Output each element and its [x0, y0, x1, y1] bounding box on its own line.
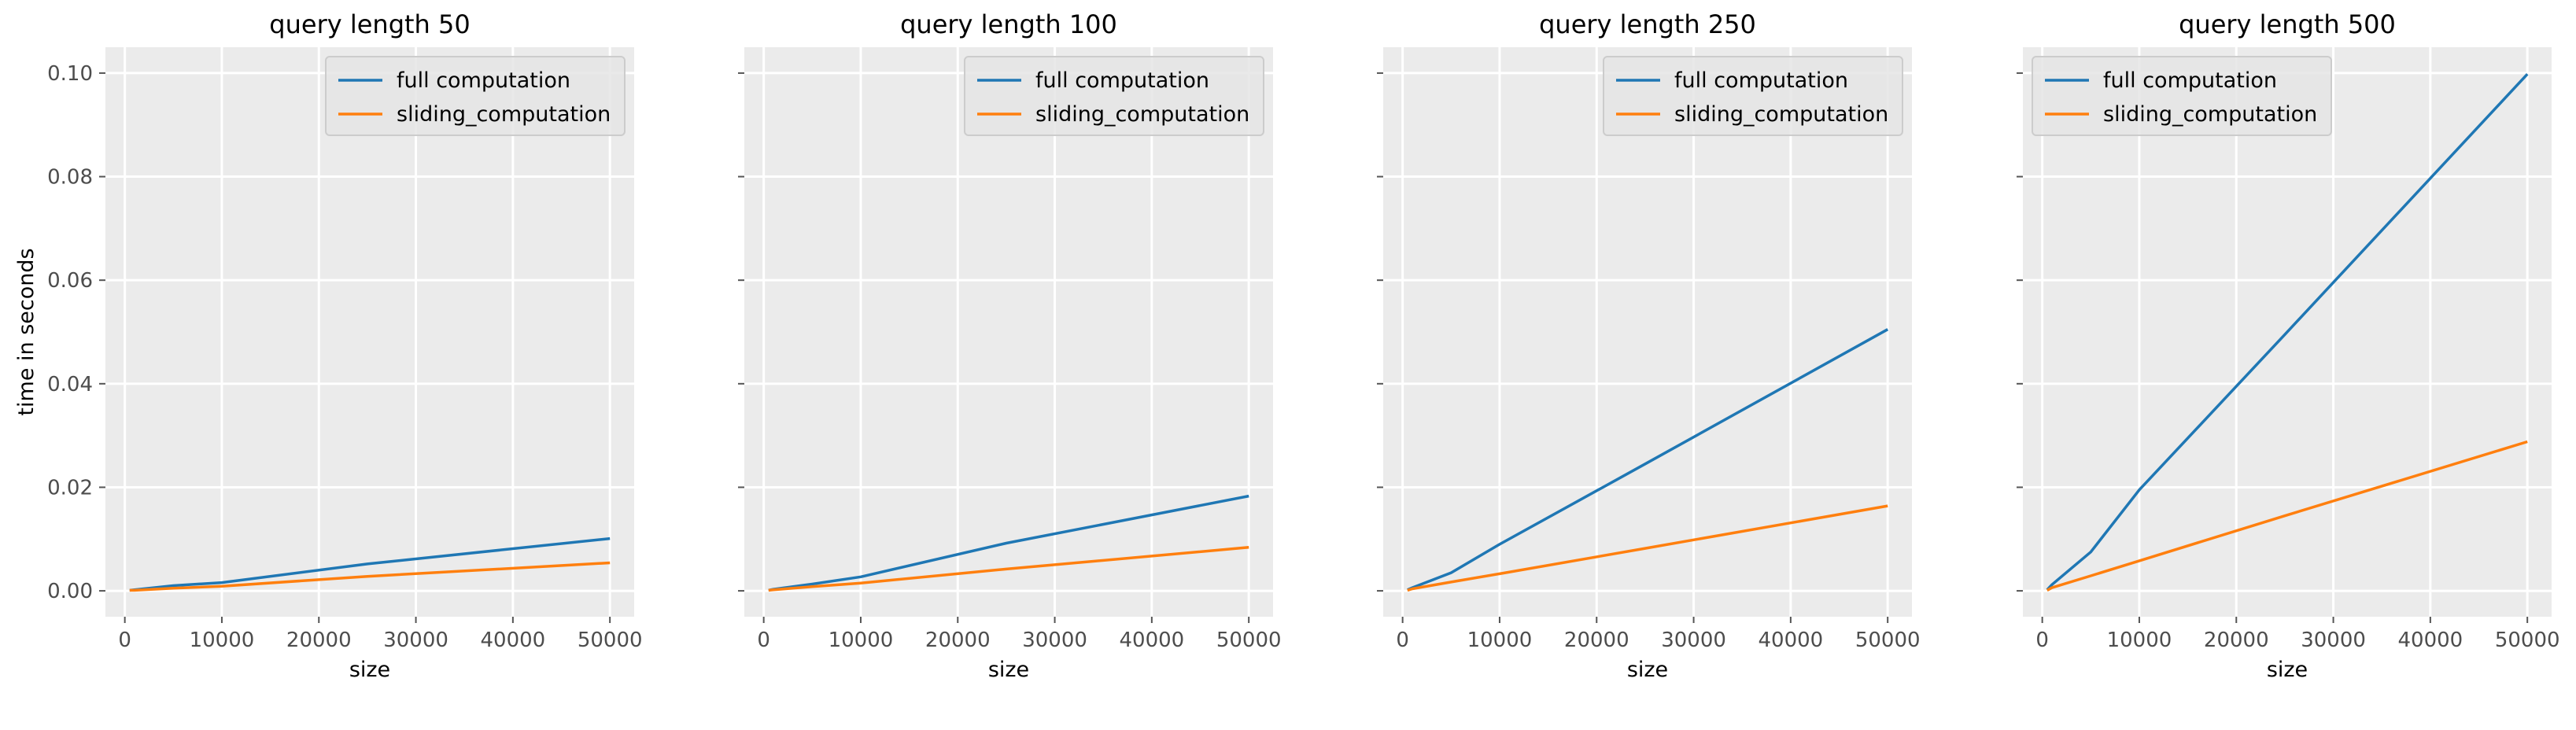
- legend-entry: sliding_computation: [1674, 102, 1888, 127]
- y-axis-label: time in seconds: [14, 248, 39, 415]
- x-axis-label: size: [2267, 658, 2308, 682]
- x-axis-label: size: [1627, 658, 1668, 682]
- plot-area: [105, 47, 634, 617]
- legend-entry: sliding_computation: [397, 102, 611, 127]
- chart-title: query length 500: [2179, 9, 2396, 39]
- legend-entry: full computation: [1035, 68, 1209, 93]
- legend-box: [2032, 56, 2332, 136]
- chart-title: query length 250: [1539, 9, 1756, 39]
- x-tick-label: 20000: [925, 629, 991, 652]
- y-tick-label: 0.10: [47, 62, 93, 86]
- legend-entry: full computation: [397, 68, 570, 93]
- chart-panel-4: 0 10000 20000 30000 40000 50000 query length 5…: [2017, 9, 2560, 682]
- x-tick-label: 20000: [286, 629, 352, 652]
- x-tick-label: 50000: [1855, 629, 1921, 652]
- x-tick-label: 20000: [1564, 629, 1629, 652]
- series-line-sliding-computation: [129, 561, 611, 592]
- x-tick-label: 0: [118, 629, 131, 652]
- legend: full computation sliding_computation: [325, 56, 626, 136]
- legend: full computation sliding_computation: [1603, 56, 1903, 136]
- x-tick-label: 10000: [829, 629, 894, 652]
- x-tick-label: 40000: [2398, 629, 2463, 652]
- plot-area: [744, 47, 1273, 617]
- x-axis-label: size: [988, 658, 1029, 682]
- x-tick-label: 50000: [2495, 629, 2560, 652]
- x-tick-label: 0: [2035, 629, 2049, 652]
- legend-entry: sliding_computation: [1035, 102, 1249, 127]
- legend: full computation sliding_computation: [2032, 56, 2332, 136]
- x-tick-label: 50000: [1216, 629, 1282, 652]
- y-tick-label: 0.06: [47, 269, 93, 293]
- y-tick-label: 0.04: [47, 373, 93, 396]
- legend-entry: full computation: [1674, 68, 1848, 93]
- chart-panel-1: 0 10000 20000 30000 40000 50000 0.00 0.02 0.04 0.…: [14, 9, 643, 682]
- chart-panel-3: 0 10000 20000 30000 40000 50000 query length 2…: [1377, 9, 1921, 682]
- x-tick-label: 10000: [2107, 629, 2172, 652]
- x-tick-label: 30000: [383, 629, 448, 652]
- x-tick-label: 0: [757, 629, 770, 652]
- series-line-sliding-computation: [768, 546, 1249, 592]
- legend-box: [964, 56, 1264, 136]
- series-line-full-computation: [2046, 73, 2529, 591]
- y-tick-label: 0.02: [47, 476, 93, 500]
- plot-area: [1383, 47, 1912, 617]
- x-tick-label: 40000: [481, 629, 546, 652]
- chart-title: query length 50: [269, 9, 470, 39]
- x-tick-label: 40000: [1759, 629, 1824, 652]
- legend: full computation sliding_computation: [964, 56, 1264, 136]
- x-tick-label: 10000: [190, 629, 255, 652]
- x-tick-label: 40000: [1120, 629, 1185, 652]
- chart-title: query length 100: [900, 9, 1117, 39]
- legend-box: [325, 56, 626, 136]
- x-tick-label: 30000: [2301, 629, 2366, 652]
- x-tick-label: 20000: [2204, 629, 2269, 652]
- x-tick-label: 10000: [1467, 629, 1533, 652]
- x-axis-label: size: [349, 658, 390, 682]
- x-tick-label: 30000: [1022, 629, 1087, 652]
- series-line-sliding-computation: [2046, 440, 2528, 592]
- legend-entry: sliding_computation: [2103, 102, 2317, 127]
- x-tick-label: 30000: [1661, 629, 1726, 652]
- x-tick-label: 0: [1396, 629, 1409, 652]
- y-tick-label: 0.00: [47, 580, 93, 603]
- x-tick-label: 50000: [578, 629, 643, 652]
- legend-box: [1603, 56, 1903, 136]
- y-tick-label: 0.08: [47, 166, 93, 190]
- series-line-sliding-computation: [1407, 504, 1888, 592]
- chart-panel-2: 0 10000 20000 30000 40000 50000 query length 1…: [738, 9, 1282, 682]
- legend-entry: full computation: [2103, 68, 2277, 93]
